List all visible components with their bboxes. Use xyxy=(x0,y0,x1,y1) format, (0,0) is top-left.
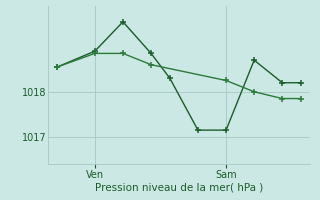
X-axis label: Pression niveau de la mer( hPa ): Pression niveau de la mer( hPa ) xyxy=(95,182,263,192)
